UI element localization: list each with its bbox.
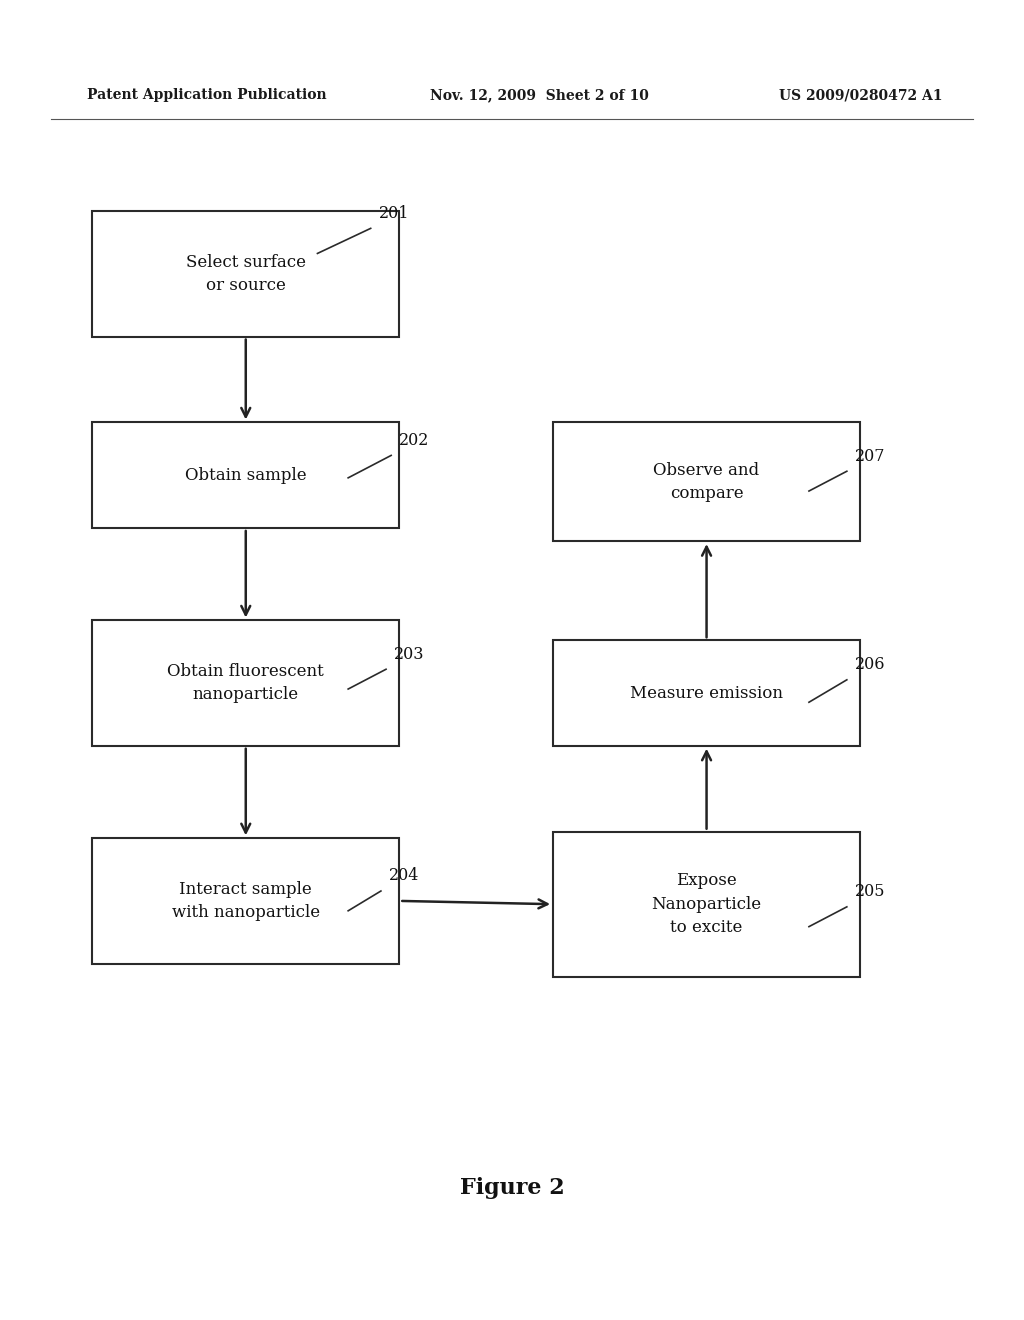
- Text: Interact sample
with nanoparticle: Interact sample with nanoparticle: [172, 880, 319, 921]
- Bar: [92, 422, 399, 528]
- Text: 207: 207: [855, 447, 886, 465]
- Bar: [553, 832, 860, 977]
- Bar: [553, 640, 860, 746]
- Text: Patent Application Publication: Patent Application Publication: [87, 88, 327, 102]
- Text: Obtain fluorescent
nanoparticle: Obtain fluorescent nanoparticle: [167, 663, 325, 704]
- Text: Expose
Nanoparticle
to excite: Expose Nanoparticle to excite: [651, 873, 762, 936]
- Text: Figure 2: Figure 2: [460, 1177, 564, 1199]
- Text: 202: 202: [399, 432, 430, 449]
- Text: 203: 203: [394, 645, 425, 663]
- Text: Nov. 12, 2009  Sheet 2 of 10: Nov. 12, 2009 Sheet 2 of 10: [430, 88, 649, 102]
- Bar: [92, 838, 399, 964]
- Text: US 2009/0280472 A1: US 2009/0280472 A1: [778, 88, 942, 102]
- Text: 201: 201: [379, 205, 410, 222]
- Text: Measure emission: Measure emission: [630, 685, 783, 701]
- Text: Obtain sample: Obtain sample: [185, 467, 306, 483]
- Bar: [92, 620, 399, 746]
- Text: 204: 204: [389, 867, 420, 884]
- Text: Select surface
or source: Select surface or source: [185, 253, 306, 294]
- Text: 206: 206: [855, 656, 886, 673]
- Text: Observe and
compare: Observe and compare: [653, 462, 760, 502]
- Text: 205: 205: [855, 883, 886, 900]
- Bar: [553, 422, 860, 541]
- Bar: [92, 211, 399, 337]
